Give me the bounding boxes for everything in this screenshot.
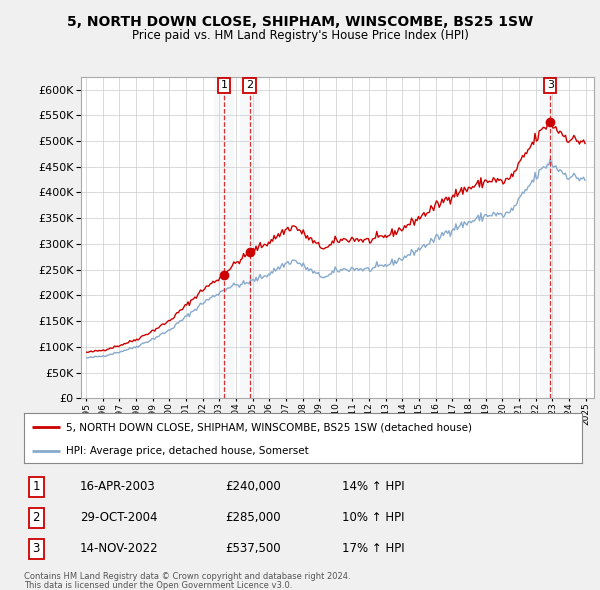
- Text: 10% ↑ HPI: 10% ↑ HPI: [342, 511, 404, 525]
- Text: 5, NORTH DOWN CLOSE, SHIPHAM, WINSCOMBE, BS25 1SW (detached house): 5, NORTH DOWN CLOSE, SHIPHAM, WINSCOMBE,…: [66, 422, 472, 432]
- Text: 17% ↑ HPI: 17% ↑ HPI: [342, 542, 404, 555]
- Text: HPI: Average price, detached house, Somerset: HPI: Average price, detached house, Some…: [66, 445, 308, 455]
- Text: £285,000: £285,000: [225, 511, 281, 525]
- Bar: [240, 77, 260, 398]
- Text: 2: 2: [246, 80, 253, 90]
- Text: 1: 1: [32, 480, 40, 493]
- Bar: [540, 77, 560, 398]
- Text: Price paid vs. HM Land Registry's House Price Index (HPI): Price paid vs. HM Land Registry's House …: [131, 30, 469, 42]
- Text: £240,000: £240,000: [225, 480, 281, 493]
- Text: This data is licensed under the Open Government Licence v3.0.: This data is licensed under the Open Gov…: [24, 581, 292, 589]
- Text: £537,500: £537,500: [225, 542, 281, 555]
- Text: Contains HM Land Registry data © Crown copyright and database right 2024.: Contains HM Land Registry data © Crown c…: [24, 572, 350, 581]
- Text: 3: 3: [547, 80, 554, 90]
- Text: 1: 1: [221, 80, 227, 90]
- Bar: [214, 77, 234, 398]
- Text: 3: 3: [32, 542, 40, 555]
- Text: 5, NORTH DOWN CLOSE, SHIPHAM, WINSCOMBE, BS25 1SW: 5, NORTH DOWN CLOSE, SHIPHAM, WINSCOMBE,…: [67, 15, 533, 29]
- Text: 2: 2: [32, 511, 40, 525]
- Text: 16-APR-2003: 16-APR-2003: [80, 480, 155, 493]
- Text: 14-NOV-2022: 14-NOV-2022: [80, 542, 158, 555]
- Text: 29-OCT-2004: 29-OCT-2004: [80, 511, 157, 525]
- Text: 14% ↑ HPI: 14% ↑ HPI: [342, 480, 404, 493]
